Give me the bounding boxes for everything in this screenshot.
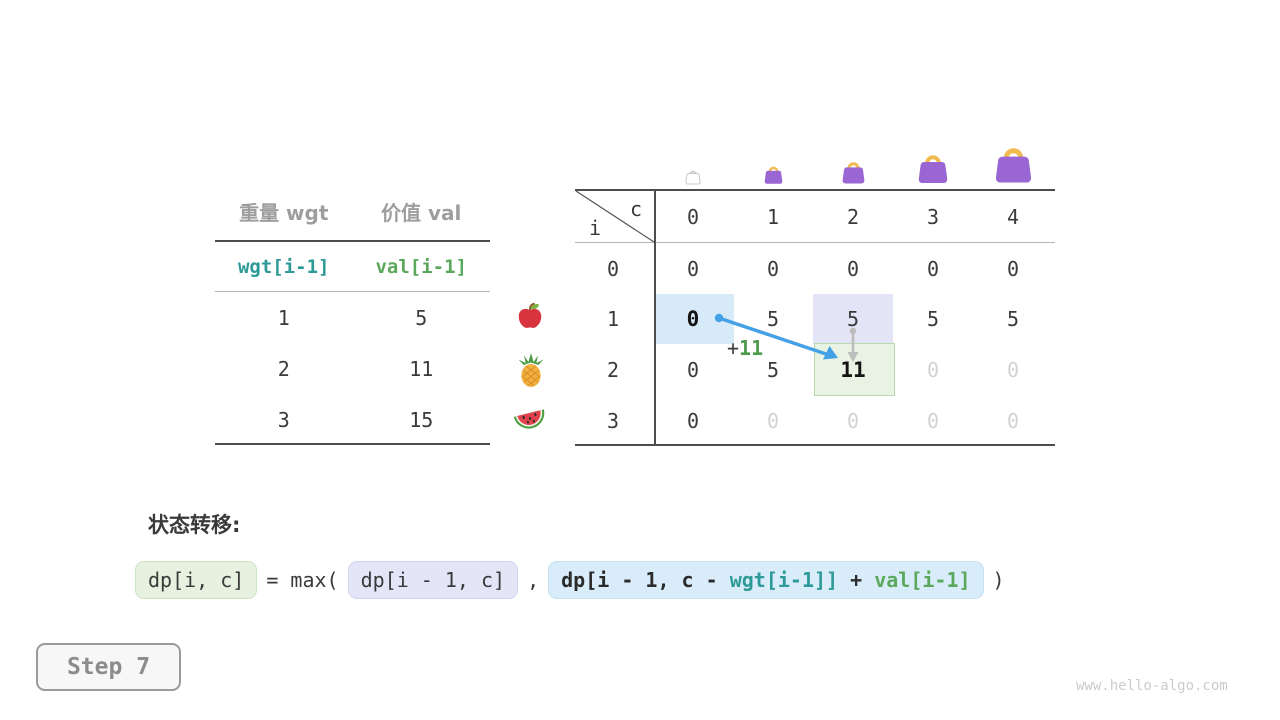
dp-row-header-0: 0 xyxy=(606,257,620,281)
transition-section-label: 状态转移: xyxy=(148,513,241,537)
val-array-label: val[i-1] xyxy=(375,256,467,278)
items-table-top-rule xyxy=(215,240,490,242)
items-table-bottom-rule xyxy=(215,443,490,445)
item-3-value: 15 xyxy=(409,408,434,432)
arg2-plus: + xyxy=(838,568,875,592)
formula-arg1-pill: dp[i - 1, c] xyxy=(347,561,519,599)
dp-col-header-2: 2 xyxy=(846,205,860,229)
apple-icon xyxy=(518,302,542,328)
handbag-icon xyxy=(842,162,865,184)
dp-cell-2-3: 0 xyxy=(926,358,940,382)
handbag-icon xyxy=(764,166,783,184)
weight-column-header: 重量 wgt xyxy=(239,201,329,225)
dp-cell-1-3: 5 xyxy=(926,307,940,331)
item-1-value: 5 xyxy=(415,306,428,330)
dp-col-header-0: 0 xyxy=(686,205,700,229)
items-table-mid-rule xyxy=(215,291,490,292)
dp-row-header-2: 2 xyxy=(606,358,620,382)
dp-row-header-3: 3 xyxy=(606,409,620,433)
dp-col-header-1: 1 xyxy=(766,205,780,229)
dp-row-header-1: 1 xyxy=(606,307,620,331)
dp-table-header-rule xyxy=(575,242,1055,243)
dp-table-bottom-rule xyxy=(575,444,1055,446)
dp-cell-3-4: 0 xyxy=(1006,409,1020,433)
step-badge: Step 7 xyxy=(36,643,181,691)
dp-cell-1-0: 0 xyxy=(686,307,700,331)
formula-close-paren: ) xyxy=(992,568,1005,592)
dp-cell-0-0: 0 xyxy=(686,257,700,281)
transition-formula: dp[i, c] = max( dp[i - 1, c] , dp[i - 1,… xyxy=(135,561,1005,599)
dp-cell-1-4: 5 xyxy=(1006,307,1020,331)
pineapple-icon xyxy=(518,353,544,387)
arg2-dp-part: dp[i - 1, c - xyxy=(561,568,730,592)
arg2-wgt-part: wgt[i-1]] xyxy=(729,568,839,592)
dp-cell-2-2: 11 xyxy=(840,358,866,382)
item-1-weight: 1 xyxy=(277,306,290,330)
arg2-val-part: val[i-1] xyxy=(874,568,971,592)
dp-cell-0-3: 0 xyxy=(926,257,940,281)
wgt-array-label: wgt[i-1] xyxy=(237,256,330,278)
formula-max-operator: = max( xyxy=(266,568,339,592)
dp-cell-0-1: 0 xyxy=(766,257,780,281)
highlight-current-cell xyxy=(814,343,895,396)
dp-cell-3-3: 0 xyxy=(926,409,940,433)
watermelon-icon xyxy=(513,409,545,429)
item-2-weight: 2 xyxy=(277,357,290,381)
dp-cell-2-1: 5 xyxy=(766,358,780,382)
handbag-icon xyxy=(918,155,948,183)
item-2-value: 11 xyxy=(409,357,434,381)
added-value: 11 xyxy=(739,336,764,360)
item-row-3: 3 15 xyxy=(215,408,490,432)
dp-cell-2-0: 0 xyxy=(686,358,700,382)
dp-cell-3-1: 0 xyxy=(766,409,780,433)
dp-cell-3-2: 0 xyxy=(846,409,860,433)
dp-col-header-3: 3 xyxy=(926,205,940,229)
empty-bag-icon xyxy=(685,170,701,185)
plus-value-annotation: +11 xyxy=(727,336,763,360)
item-3-weight: 3 xyxy=(277,408,290,432)
dp-col-header-4: 4 xyxy=(1006,205,1020,229)
dp-cell-2-4: 0 xyxy=(1006,358,1020,382)
dp-cell-1-2: 5 xyxy=(846,307,860,331)
corner-col-var: c xyxy=(630,197,643,221)
formula-arg2-pill: dp[i - 1, c - wgt[i-1]] + val[i-1] xyxy=(548,561,984,599)
dp-cell-3-0: 0 xyxy=(686,409,700,433)
watermark: www.hello-algo.com xyxy=(1076,678,1228,694)
formula-comma: , xyxy=(527,568,540,592)
dp-cell-0-2: 0 xyxy=(846,257,860,281)
plus-sign: + xyxy=(727,336,740,360)
dp-table-vertical-rule xyxy=(654,189,656,446)
item-row-1: 1 5 xyxy=(215,306,490,330)
items-table-header: 重量 wgt 价值 val xyxy=(215,197,490,226)
value-column-header: 价值 val xyxy=(381,201,462,225)
corner-diagonal-line xyxy=(575,190,655,243)
dp-cell-0-4: 0 xyxy=(1006,257,1020,281)
formula-lhs-pill: dp[i, c] xyxy=(135,561,258,599)
dp-table-top-rule xyxy=(575,189,1055,191)
item-row-2: 2 11 xyxy=(215,357,490,381)
items-table-var-row: wgt[i-1] val[i-1] xyxy=(215,256,490,278)
corner-row-var: i xyxy=(589,216,602,240)
handbag-icon xyxy=(995,148,1032,183)
